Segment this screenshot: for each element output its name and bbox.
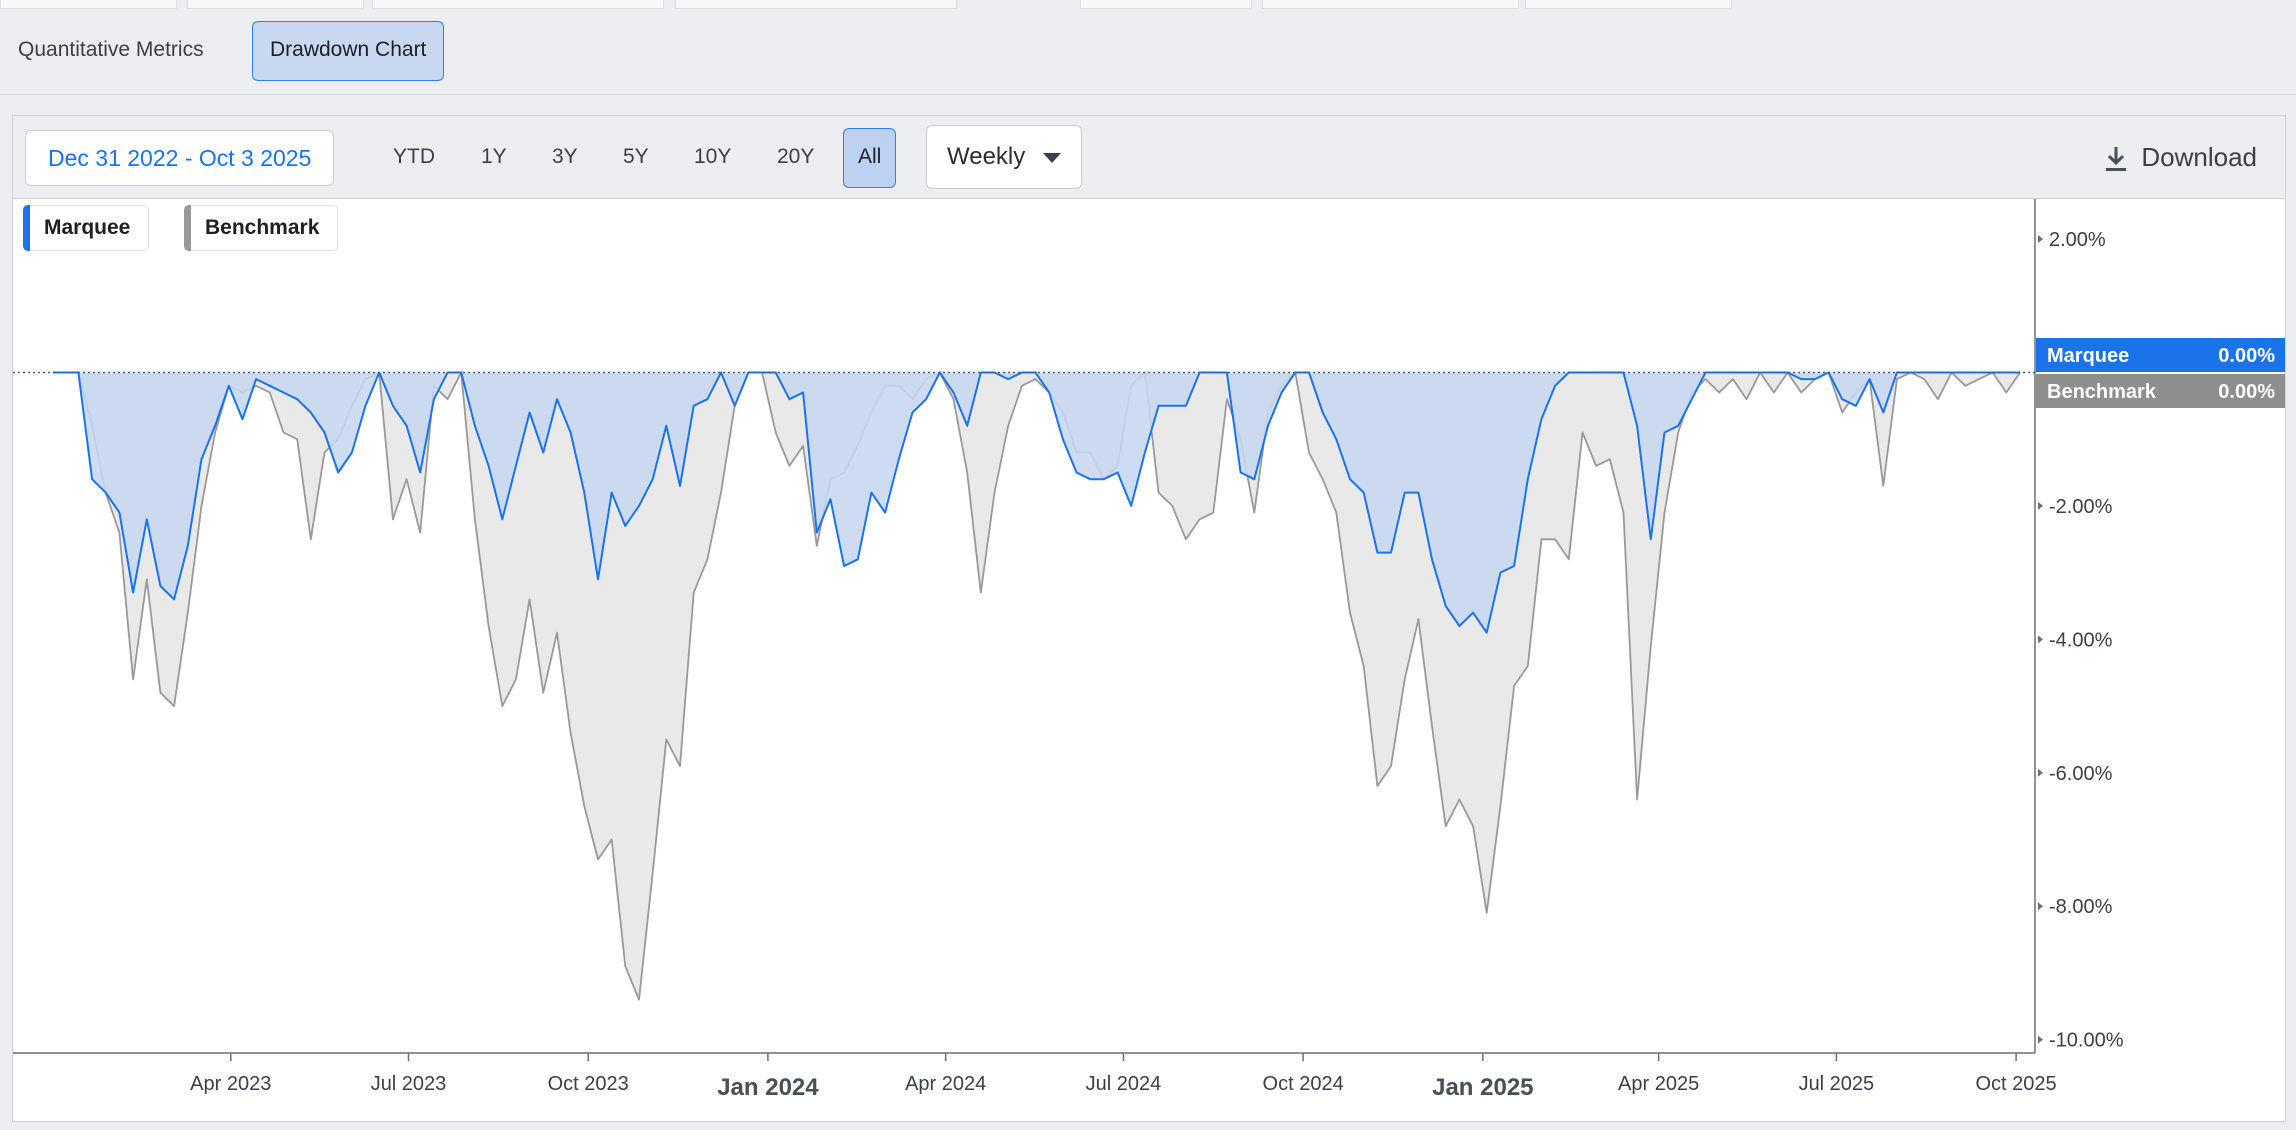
y-tick-mark [2038, 1035, 2043, 1044]
tab-quantitative-metrics[interactable]: Quantitative Metrics [18, 38, 204, 61]
legend-benchmark[interactable]: Benchmark [184, 205, 339, 251]
x-tick-label: Apr 2023 [190, 1073, 271, 1095]
x-tick-label: Jan 2024 [717, 1074, 819, 1101]
range-10y-button[interactable]: 10Y [694, 145, 732, 168]
chart-toolbar: Dec 31 2022 - Oct 3 2025 YTD 1Y 3Y 5Y 10… [13, 116, 2285, 199]
y-tick-label: 2.00% [2049, 229, 2106, 251]
y-tick-mark [2038, 768, 2043, 777]
y-tick-mark [2038, 501, 2043, 510]
legend-benchmark-swatch [184, 205, 191, 251]
date-range-picker[interactable]: Dec 31 2022 - Oct 3 2025 [25, 130, 335, 186]
x-tick-label: Jul 2025 [1799, 1073, 1875, 1095]
top-tab-stub[interactable] [1080, 0, 1252, 9]
series-area-benchmark [53, 372, 2020, 1000]
y-tick-label: -10.00% [2049, 1030, 2124, 1052]
end-label-value: 0.00% [2218, 381, 2275, 403]
x-tick-label: Apr 2024 [905, 1073, 986, 1095]
legend-marquee-label: Marquee [44, 216, 131, 239]
y-tick-mark [2038, 635, 2043, 644]
range-ytd-button[interactable]: YTD [393, 145, 435, 168]
end-label-benchmark [2036, 374, 2285, 408]
range-1y-button[interactable]: 1Y [481, 145, 507, 168]
x-tick-label: Apr 2025 [1618, 1073, 1699, 1095]
range-3y-button[interactable]: 3Y [552, 145, 578, 168]
x-tick-label: Oct 2024 [1263, 1073, 1344, 1095]
y-tick-mark [2038, 902, 2043, 911]
chevron-down-icon [1043, 153, 1061, 163]
download-icon [2106, 147, 2127, 172]
x-tick-label: Oct 2023 [548, 1073, 629, 1095]
end-label-name: Benchmark [2047, 381, 2157, 403]
series-line-benchmark [53, 371, 2021, 1001]
top-tab-stub[interactable] [1525, 0, 1732, 9]
top-tab-stub[interactable] [675, 0, 957, 9]
range-5y-button[interactable]: 5Y [623, 145, 649, 168]
x-tick-label: Oct 2025 [1976, 1073, 2057, 1095]
series-area-marquee [53, 372, 2020, 633]
top-tab-stub[interactable] [372, 0, 664, 9]
end-label-value: 0.00% [2218, 345, 2275, 367]
y-tick-label: -4.00% [2049, 629, 2113, 651]
range-20y-button[interactable]: 20Y [777, 145, 815, 168]
drawdown-panel: Dec 31 2022 - Oct 3 2025 YTD 1Y 3Y 5Y 10… [12, 115, 2286, 1122]
y-tick-label: -2.00% [2049, 496, 2113, 518]
end-label-marquee [2036, 338, 2285, 372]
top-tab-strip [0, 0, 2296, 10]
view-tabs: Quantitative Metrics Drawdown Chart [0, 14, 2296, 95]
y-tick-mark [2038, 235, 2043, 244]
legend-benchmark-label: Benchmark [205, 216, 320, 239]
y-tick-label: -6.00% [2049, 763, 2113, 785]
drawdown-chart: 2.00% -2.00% -4.00% -6.00% -8.00% -10.00% Apr … [13, 199, 2285, 1101]
top-tab-stub[interactable] [1262, 0, 1519, 9]
download-label: Download [2141, 142, 2257, 172]
download-button[interactable]: Download [2103, 128, 2257, 186]
frequency-value: Weekly [947, 143, 1026, 170]
legend-marquee-swatch [23, 205, 30, 251]
y-tick-label: -8.00% [2049, 896, 2113, 918]
legend-marquee[interactable]: Marquee [23, 205, 150, 251]
end-label-name: Marquee [2047, 345, 2129, 367]
range-all-button[interactable]: All [843, 128, 897, 188]
x-tick-label: Jul 2024 [1086, 1073, 1162, 1095]
series-line-marquee [53, 371, 2020, 634]
x-tick-label: Jul 2023 [371, 1073, 447, 1095]
tab-drawdown-chart[interactable]: Drawdown Chart [252, 21, 445, 81]
frequency-select[interactable]: Weekly [926, 125, 1082, 189]
x-tick-label: Jan 2025 [1432, 1074, 1533, 1101]
top-tab-stub[interactable] [187, 0, 364, 9]
top-tab-stub[interactable] [0, 0, 177, 9]
